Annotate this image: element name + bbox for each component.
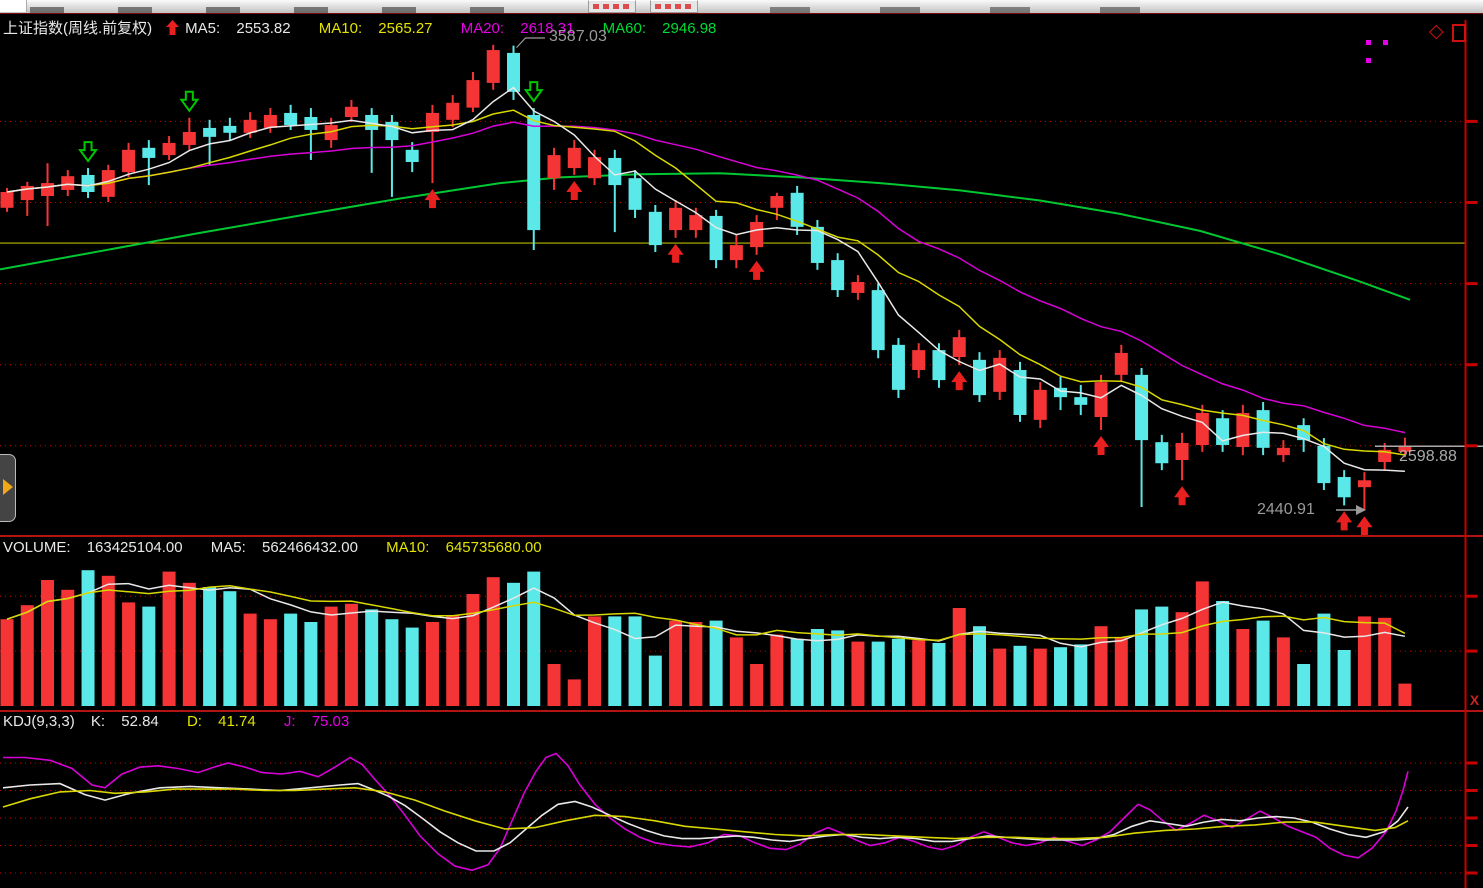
ma5-label: MA5: 2553.82 bbox=[185, 20, 291, 37]
current-price-annotation: 2598.88 bbox=[1399, 448, 1457, 465]
diamond-icon[interactable]: ◇ bbox=[1429, 21, 1444, 42]
quote-button-2[interactable] bbox=[650, 0, 698, 13]
volume-ma10: MA10: 645735680.00 bbox=[386, 539, 542, 556]
kdj-title: KDJ(9,3,3) bbox=[3, 713, 75, 730]
menu-bar[interactable] bbox=[0, 0, 1483, 14]
kdj-d-value: D: 41.74 bbox=[186, 713, 256, 730]
panel-expand-button[interactable] bbox=[0, 454, 16, 522]
window-restore-icon[interactable] bbox=[1452, 24, 1466, 42]
kdj-close-button[interactable]: X bbox=[1469, 692, 1480, 708]
app-logo bbox=[0, 0, 27, 12]
menu-items-truncated[interactable] bbox=[30, 7, 550, 13]
low-price-annotation: 2440.91 bbox=[1257, 501, 1315, 518]
kdj-header: KDJ(9,3,3) K: 52.84 D: 41.74 J: 75.03 bbox=[3, 713, 373, 730]
symbol-title: 上证指数(周线.前复权) bbox=[3, 20, 153, 37]
volume-ma5: MA5: 562466432.00 bbox=[210, 539, 358, 556]
ma60-label: MA60: 2946.98 bbox=[602, 20, 717, 37]
kdj-k-value: K: 52.84 bbox=[90, 713, 159, 730]
ma20-label: MA20: 2618.31 bbox=[460, 20, 575, 37]
right-triangle-icon bbox=[3, 479, 13, 495]
main-chart-header: 上证指数(周线.前复权) MA5: 2553.82 MA10: 2565.27 M… bbox=[3, 17, 740, 38]
red-quote-text bbox=[593, 4, 631, 9]
more-options-dots[interactable] bbox=[1366, 32, 1416, 63]
peak-price-annotation: 3587.03 bbox=[549, 28, 607, 45]
volume-value: VOLUME: 163425104.00 bbox=[3, 539, 183, 556]
red-quote-text bbox=[655, 4, 693, 9]
kdj-j-value: J: 75.03 bbox=[283, 713, 350, 730]
ma10-label: MA10: 2565.27 bbox=[318, 20, 433, 37]
volume-header: VOLUME: 163425104.00 MA5: 562466432.00 M… bbox=[3, 539, 566, 556]
menu-items-truncated-right[interactable] bbox=[770, 7, 1190, 13]
up-trend-icon bbox=[166, 20, 180, 35]
quote-button-1[interactable] bbox=[588, 0, 636, 13]
